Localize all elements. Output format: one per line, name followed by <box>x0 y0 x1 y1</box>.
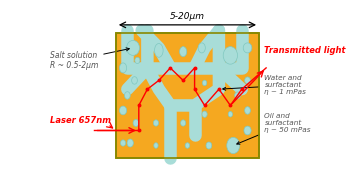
Ellipse shape <box>223 47 237 64</box>
Ellipse shape <box>153 120 159 126</box>
Bar <box>116 33 259 158</box>
Bar <box>116 33 259 158</box>
Text: Laser 657nm: Laser 657nm <box>50 116 111 125</box>
Text: 5-20μm: 5-20μm <box>170 12 205 21</box>
Text: Water and
surfactant
η ~ 1 mPas: Water and surfactant η ~ 1 mPas <box>223 75 306 95</box>
Ellipse shape <box>120 106 127 115</box>
Text: Salt solution
R ~ 0.5-2μm: Salt solution R ~ 0.5-2μm <box>50 48 129 70</box>
Ellipse shape <box>120 140 126 146</box>
Ellipse shape <box>154 43 163 57</box>
Ellipse shape <box>235 92 240 99</box>
Text: Oil and
surfactant
η ~ 50 mPas: Oil and surfactant η ~ 50 mPas <box>237 113 311 144</box>
Ellipse shape <box>243 43 252 53</box>
Ellipse shape <box>245 77 250 84</box>
Ellipse shape <box>202 111 207 117</box>
Ellipse shape <box>125 92 130 99</box>
Ellipse shape <box>133 119 139 126</box>
Ellipse shape <box>198 43 205 53</box>
Ellipse shape <box>206 142 212 149</box>
Ellipse shape <box>127 139 133 147</box>
Ellipse shape <box>154 143 158 148</box>
Ellipse shape <box>228 112 233 117</box>
Ellipse shape <box>180 47 187 57</box>
Ellipse shape <box>244 126 251 135</box>
Ellipse shape <box>127 40 140 55</box>
Ellipse shape <box>227 137 240 154</box>
Ellipse shape <box>245 107 250 114</box>
Text: Transmitted light: Transmitted light <box>264 46 346 55</box>
Ellipse shape <box>120 63 127 73</box>
Ellipse shape <box>181 120 186 126</box>
Ellipse shape <box>185 143 190 148</box>
Ellipse shape <box>135 57 140 64</box>
Ellipse shape <box>132 77 137 84</box>
Ellipse shape <box>202 80 207 86</box>
